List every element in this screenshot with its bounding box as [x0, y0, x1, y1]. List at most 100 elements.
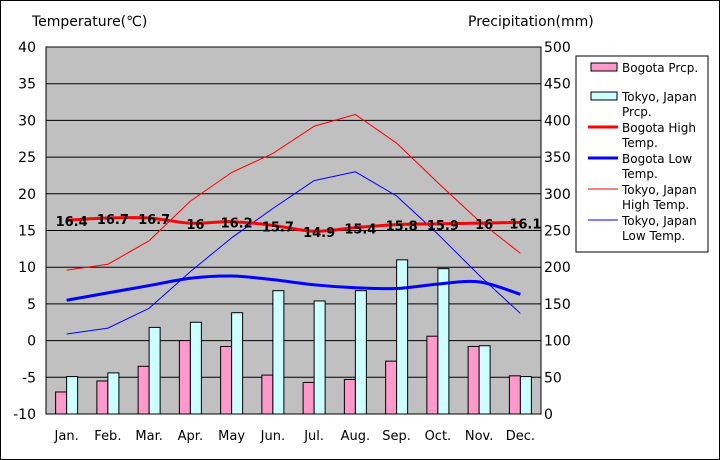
legend-label: Bogota Low — [622, 152, 692, 166]
bogota-precip-bar — [220, 345, 233, 415]
y-left-tick-label: 30 — [18, 113, 36, 129]
bogota-precip-bar — [261, 374, 274, 415]
tokyo-precip-bar — [354, 290, 367, 415]
legend-label: Prcp. — [622, 105, 652, 119]
tokyo-precip-bar — [478, 345, 491, 415]
data-label: 16.7 — [97, 213, 129, 228]
data-label: 15.8 — [386, 220, 418, 235]
y-right-tick-label: 450 — [544, 77, 571, 93]
tokyo-precip-bar — [66, 376, 79, 415]
temperature-lines — [66, 114, 521, 335]
x-tick-label: Oct. — [425, 429, 452, 444]
bogota-low-temp-line — [66, 274, 521, 302]
x-tick-label: Nov. — [465, 429, 494, 444]
y-left-tick-label: 20 — [18, 187, 36, 203]
data-label: 16 — [475, 218, 493, 233]
data-label: 16.1 — [509, 217, 541, 232]
bogota-precip-bar — [508, 375, 521, 415]
data-label: 16.2 — [221, 217, 253, 232]
y-right-tick-label: 300 — [544, 187, 571, 203]
y-right-tick-label: 0 — [544, 407, 553, 423]
legend-swatch — [590, 62, 618, 72]
gridlines — [46, 83, 541, 378]
bogota-precip-bar — [343, 379, 356, 415]
y-left-tick-label: -10 — [13, 407, 36, 423]
y-left-tick-label: -5 — [22, 370, 36, 386]
legend-label: Bogota Prcp. — [622, 61, 698, 75]
bogota-precip-bar — [426, 335, 439, 415]
bogota-precip-bar — [302, 381, 315, 415]
data-label: 14.9 — [303, 226, 335, 241]
y-right-tick-label: 50 — [544, 370, 562, 386]
y-left-tick-label: 5 — [27, 297, 36, 313]
bogota-precip-bar — [467, 345, 480, 415]
tokyo-precip-bar — [272, 290, 285, 415]
y-right-tick-label: 250 — [544, 224, 571, 240]
legend-label: Temp. — [621, 167, 658, 181]
x-tick-label: Dec. — [506, 429, 535, 444]
legend-label: Tokyo, Japan — [621, 90, 697, 104]
precipitation-bars — [55, 259, 532, 415]
y-left-tick-label: 25 — [18, 150, 36, 166]
bogota-high-temp-line — [66, 216, 521, 233]
bogota-precip-bar — [55, 391, 68, 415]
legend-label: High Temp. — [622, 198, 689, 212]
bogota-precip-bar — [385, 360, 398, 415]
y-right-tick-label: 350 — [544, 150, 571, 166]
tokyo-precip-bar — [107, 372, 120, 415]
tokyo-japan-low-temp-line — [66, 171, 521, 335]
data-labels: 16.4 16.7 16.7 16 16.2 15.7 14.9 15.4 15.8 15.9 16… — [56, 213, 542, 241]
data-label: 15.7 — [262, 220, 294, 235]
y-left-tick-label: 40 — [18, 40, 36, 56]
legend-label: Low Temp. — [622, 229, 685, 243]
legend-swatch — [590, 91, 618, 101]
x-tick-label: May — [218, 429, 245, 444]
x-tick-label: Sep. — [382, 429, 411, 444]
y-right-tick-label: 150 — [544, 297, 571, 313]
x-tick-label: Jan. — [54, 429, 79, 444]
legend-label: Bogota High — [622, 121, 696, 135]
bogota-precip-bar — [178, 340, 191, 415]
tokyo-precip-bar — [148, 326, 161, 415]
data-label: 16.4 — [56, 215, 88, 230]
legend-box — [575, 55, 709, 253]
y-left-tick-label: 0 — [27, 334, 36, 350]
tokyo-japan-high-temp-line — [66, 114, 521, 271]
x-tick-label: Jun. — [260, 429, 285, 444]
legend-label: Tokyo, Japan — [621, 214, 697, 228]
x-tick-label: Mar. — [135, 429, 162, 444]
tokyo-precip-bar — [189, 321, 202, 415]
legend-label: Temp. — [621, 136, 658, 150]
axis-ticks: 4035302520151050-5-105004504003503002502… — [13, 40, 571, 444]
x-tick-label: Apr. — [178, 429, 203, 444]
y-right-tick-label: 400 — [544, 113, 571, 129]
data-label: 15.9 — [427, 219, 459, 234]
y-left-tick-label: 15 — [18, 224, 36, 240]
x-tick-label: Aug. — [341, 429, 371, 444]
tokyo-precip-bar — [231, 312, 244, 415]
y-right-axis-title: Precipitation(mm) — [468, 14, 594, 30]
data-label: 15.4 — [344, 223, 376, 238]
x-tick-label: Feb. — [94, 429, 121, 444]
y-left-axis-title: Temperature(℃) — [31, 14, 147, 30]
legend-item: Bogota Prcp. — [590, 61, 698, 75]
tokyo-precip-bar — [313, 300, 326, 415]
y-left-tick-label: 35 — [18, 77, 36, 93]
tokyo-precip-bar — [396, 259, 409, 415]
data-label: 16.7 — [138, 213, 170, 228]
y-right-tick-label: 100 — [544, 334, 571, 350]
legend-label: Tokyo, Japan — [621, 183, 697, 197]
y-right-tick-label: 500 — [544, 40, 571, 56]
x-tick-label: Jul. — [303, 429, 324, 444]
bogota-precip-bar — [137, 365, 150, 415]
tokyo-precip-bar — [437, 268, 450, 415]
y-left-tick-label: 10 — [18, 260, 36, 276]
y-right-tick-label: 200 — [544, 260, 571, 276]
